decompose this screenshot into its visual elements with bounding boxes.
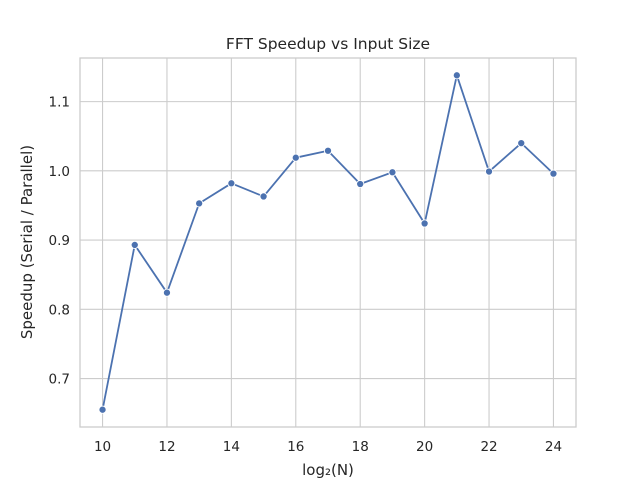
x-tick-label-6: 22	[480, 439, 497, 455]
data-point-14	[227, 179, 236, 188]
chart-title: FFT Speedup vs Input Size	[226, 35, 430, 53]
x-tick-label-1: 12	[158, 439, 175, 455]
data-point-11	[130, 240, 139, 249]
data-point-22	[484, 167, 494, 176]
data-point-12	[162, 288, 172, 297]
grid	[80, 58, 576, 427]
data-point-18	[356, 179, 365, 189]
data-point-15	[259, 192, 268, 201]
x-tick-label-5: 20	[416, 439, 433, 455]
x-tick-label-0: 10	[94, 439, 111, 455]
data-point-13	[195, 199, 204, 208]
y-tick-label-0: 0.7	[49, 372, 70, 388]
x-tick-label-7: 24	[545, 439, 562, 455]
series	[98, 71, 558, 414]
data-point-10	[98, 405, 107, 414]
x-tick-label-3: 16	[287, 439, 304, 455]
data-point-24	[549, 169, 558, 178]
y-tick-label-1: 0.8	[49, 302, 70, 318]
x-tick-label-2: 14	[223, 439, 240, 455]
data-point-17	[323, 146, 333, 155]
plot-area-frame	[79, 57, 577, 428]
data-point-21	[452, 71, 461, 80]
y-tick-label-3: 1.0	[49, 164, 70, 180]
y-tick-label-4: 1.1	[49, 95, 70, 111]
data-point-16	[291, 153, 300, 162]
data-point-23	[517, 139, 526, 148]
x-tick-label-4: 18	[352, 439, 369, 455]
y-axis-label: Speedup (Serial / Parallel)	[18, 145, 36, 339]
y-tick-label-2: 0.9	[49, 233, 70, 249]
data-point-20	[420, 219, 429, 228]
data-point-19	[388, 168, 397, 177]
tick-labels: 10 12 14 16 18 20 22 24 0.7 0.8 0.9 1.0 1.1	[49, 95, 563, 455]
x-axis-label: log₂(N)	[302, 461, 354, 479]
